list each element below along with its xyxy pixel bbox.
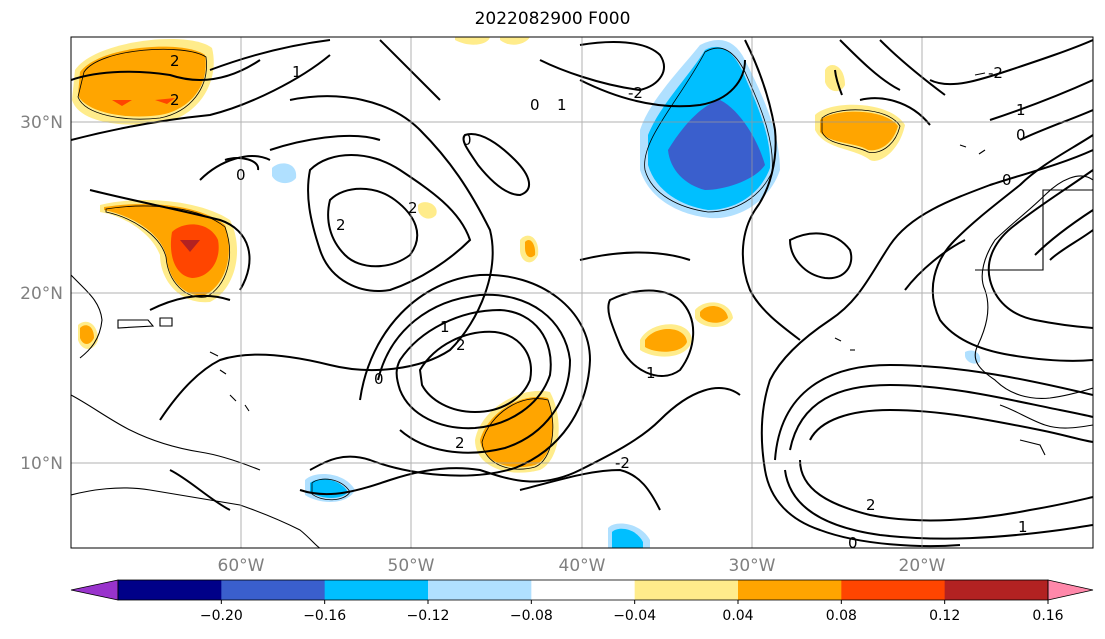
contour-label: 2 — [408, 199, 418, 217]
contour-labels: 2 2 1 0 0 2 2 -2 1 0 1 2 2 0 -2 1 -2 1 0… — [170, 52, 1028, 552]
map-frame — [70, 36, 1094, 549]
contour-label: 0 — [374, 370, 384, 388]
colorbar-tick-label: −0.04 — [613, 608, 656, 624]
lon-label-20w: 20°W — [899, 556, 946, 576]
colorbar-tick-label: −0.08 — [510, 608, 553, 624]
contour-label: -2 — [615, 454, 630, 472]
longitude-labels: 60°W 50°W 40°W 30°W 20°W — [218, 556, 946, 576]
contour-label: 0 — [530, 96, 540, 114]
colorbar-tick-label: −0.20 — [200, 608, 243, 624]
contour-label: 0 — [462, 131, 472, 149]
contour-label: 1 — [292, 63, 302, 81]
colorbar-segment — [221, 580, 326, 600]
colorbar-extend-high — [1047, 579, 1094, 601]
latitude-labels: 30°N 20°N 10°N — [20, 113, 63, 474]
contour-lines — [71, 39, 1093, 511]
colorbar-tick-label: 0.12 — [929, 608, 960, 624]
contour-lines-solid — [309, 39, 1093, 548]
contour-label: 2 — [455, 434, 465, 452]
lat-label-10n: 10°N — [20, 454, 63, 474]
colorbar-segment — [634, 580, 739, 600]
shaded-anomalies — [72, 37, 981, 548]
colorbar-segment — [738, 580, 842, 600]
lon-label-60w: 60°W — [218, 556, 265, 576]
contour-label: 2 — [170, 91, 180, 109]
contour-label: 1 — [557, 96, 567, 114]
colorbar-segment — [324, 580, 429, 600]
lat-label-30n: 30°N — [20, 113, 63, 133]
contour-label: 0 — [848, 534, 858, 552]
contour-label: 1 — [440, 318, 450, 336]
contour-label: 2 — [170, 52, 180, 70]
colorbar-tick-label: −0.16 — [303, 608, 346, 624]
lon-label-30w: 30°W — [729, 556, 776, 576]
gridlines — [71, 37, 1093, 548]
contour-label: 0 — [236, 166, 246, 184]
coastlines — [71, 72, 1093, 548]
contour-label: 1 — [646, 364, 656, 382]
contour-label: 0 — [1002, 171, 1012, 189]
contour-label: -2 — [628, 84, 643, 102]
colorbar: −0.20 −0.16 −0.12 −0.08 −0.04 0.04 0.08 0.12 0.1… — [70, 579, 1094, 624]
contour-label: 1 — [1016, 101, 1026, 119]
contour-label: 2 — [336, 216, 346, 234]
contour-label: 2 — [866, 496, 876, 514]
colorbar-segment — [428, 580, 532, 600]
colorbar-segment — [944, 580, 1049, 600]
colorbar-tick-label: 0.04 — [722, 608, 753, 624]
contour-label: 1 — [1018, 518, 1028, 536]
colorbar-tick-label: 0.08 — [826, 608, 857, 624]
colorbar-segment — [841, 580, 946, 600]
contour-label: 2 — [456, 336, 466, 354]
colorbar-tick-label: −0.12 — [407, 608, 450, 624]
colorbar-extend-low — [70, 579, 119, 601]
contour-label: -2 — [988, 64, 1003, 82]
lon-label-50w: 50°W — [388, 556, 435, 576]
colorbar-outline — [117, 579, 1049, 601]
colorbar-segment — [118, 580, 222, 600]
map-title: 2022082900 F000 — [474, 9, 631, 29]
lon-label-40w: 40°W — [559, 556, 606, 576]
contour-label: 0 — [1016, 126, 1026, 144]
lat-label-20n: 20°N — [20, 284, 63, 304]
colorbar-tick-label: 0.16 — [1032, 608, 1063, 624]
colorbar-segment — [531, 580, 636, 600]
